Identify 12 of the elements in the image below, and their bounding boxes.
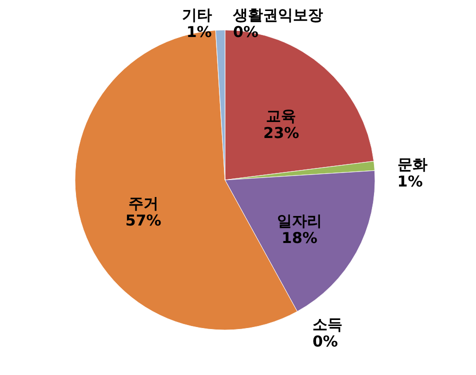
- category-label: 생활권익보장: [233, 6, 323, 24]
- text: 0%: [312, 332, 338, 351]
- slice-label: 기타: [182, 6, 212, 24]
- data-label: 23%: [263, 124, 300, 142]
- data-label: 57%: [125, 212, 162, 230]
- category-label: 소득: [312, 316, 342, 334]
- slice-label: 교육: [266, 107, 296, 126]
- data-label: 18%: [282, 228, 318, 247]
- slice-label: 문화: [397, 155, 428, 174]
- slice-label: 주거: [128, 194, 158, 213]
- slice-label: 일자리: [276, 212, 322, 230]
- data-label: 1%: [397, 172, 423, 190]
